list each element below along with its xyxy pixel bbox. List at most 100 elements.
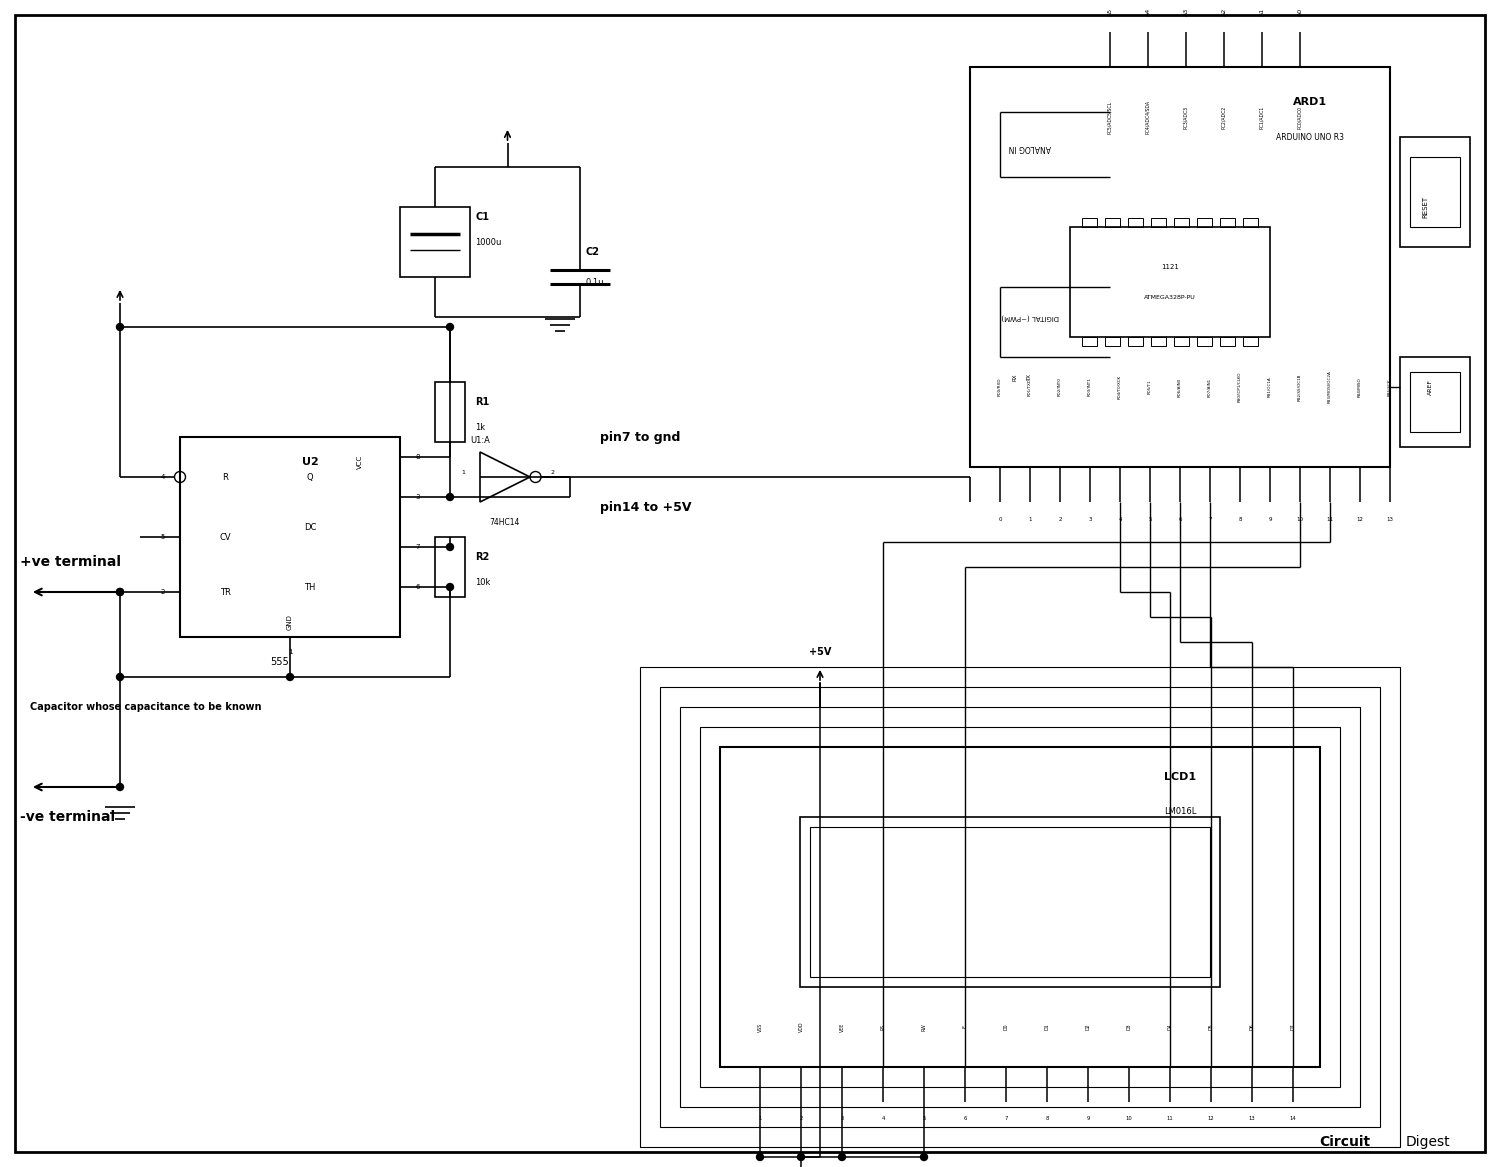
Text: VCC: VCC — [357, 455, 363, 469]
Text: 2: 2 — [550, 469, 554, 475]
Text: PC0/ADC0: PC0/ADC0 — [1298, 105, 1302, 128]
Text: PB1/OC1A: PB1/OC1A — [1268, 377, 1272, 398]
Bar — [1128, 337, 1143, 345]
Text: A0: A0 — [1298, 8, 1302, 16]
Text: 1121: 1121 — [1161, 264, 1179, 270]
Text: PD5/T1: PD5/T1 — [1148, 379, 1152, 394]
Text: 8: 8 — [416, 454, 420, 460]
Text: 10: 10 — [1125, 1117, 1132, 1121]
Text: 8: 8 — [1046, 1117, 1048, 1121]
Bar — [1150, 218, 1166, 228]
Text: RX: RX — [1013, 373, 1017, 380]
Bar — [1174, 218, 1190, 228]
Text: RW: RW — [921, 1023, 927, 1030]
Text: 14: 14 — [1290, 1117, 1296, 1121]
Circle shape — [447, 323, 453, 330]
Text: PC1/ADC1: PC1/ADC1 — [1260, 105, 1264, 128]
Bar — [1150, 337, 1166, 345]
Text: +ve terminal: +ve terminal — [20, 555, 122, 569]
Circle shape — [798, 1153, 804, 1160]
Text: 0: 0 — [999, 517, 1002, 522]
Bar — [680, 707, 1360, 1107]
Bar — [1410, 158, 1460, 228]
Bar — [435, 537, 465, 598]
Text: LCD1: LCD1 — [1164, 773, 1196, 782]
Bar — [435, 382, 465, 442]
Text: LM016L: LM016L — [1164, 808, 1196, 817]
Text: E: E — [963, 1026, 968, 1028]
Text: U1:A: U1:A — [470, 435, 490, 445]
Text: GND: GND — [286, 614, 292, 630]
Text: R1: R1 — [476, 397, 489, 407]
Text: 9: 9 — [1086, 1117, 1089, 1121]
Text: VEE: VEE — [840, 1022, 844, 1032]
Text: 7: 7 — [416, 544, 420, 550]
Text: 5: 5 — [922, 1117, 926, 1121]
Text: A3: A3 — [1184, 8, 1188, 16]
Text: PD1/TXD: PD1/TXD — [1028, 378, 1032, 396]
Text: 4: 4 — [160, 474, 165, 480]
Text: PD0/RXD: PD0/RXD — [998, 378, 1002, 397]
Text: ANALOG IN: ANALOG IN — [1010, 142, 1052, 152]
Circle shape — [447, 544, 453, 551]
Text: pin14 to +5V: pin14 to +5V — [600, 501, 692, 513]
Bar — [1410, 372, 1460, 432]
Bar — [660, 687, 1380, 1127]
Text: 3: 3 — [416, 494, 420, 499]
Circle shape — [117, 588, 123, 595]
Text: PB4/MISO: PB4/MISO — [1358, 377, 1362, 397]
Text: 7: 7 — [1209, 517, 1212, 522]
Text: 11: 11 — [1167, 1117, 1173, 1121]
Text: Circuit: Circuit — [1318, 1135, 1370, 1149]
Bar — [1220, 337, 1234, 345]
Text: D6: D6 — [1250, 1023, 1254, 1030]
Text: VDD: VDD — [798, 1022, 804, 1033]
Bar — [1197, 218, 1212, 228]
Circle shape — [447, 494, 453, 501]
Bar — [1244, 337, 1258, 345]
Bar — [970, 67, 1390, 467]
Text: 11: 11 — [1326, 517, 1334, 522]
Bar — [1174, 337, 1190, 345]
Text: 3: 3 — [1088, 517, 1092, 522]
Text: 12: 12 — [1208, 1117, 1215, 1121]
Text: PD3/INT1: PD3/INT1 — [1088, 378, 1092, 397]
Bar — [1106, 337, 1120, 345]
Circle shape — [839, 1153, 846, 1160]
Text: 4: 4 — [1118, 517, 1122, 522]
Text: PB3/MOSI/OC2A: PB3/MOSI/OC2A — [1328, 371, 1332, 404]
Bar — [1400, 357, 1470, 447]
Text: ATMEGA328P-PU: ATMEGA328P-PU — [1144, 294, 1196, 300]
Text: PD6/AIN0: PD6/AIN0 — [1178, 377, 1182, 397]
Bar — [400, 207, 470, 277]
Bar — [700, 727, 1340, 1086]
Bar — [1220, 218, 1234, 228]
Text: C1: C1 — [476, 212, 489, 222]
Text: 1k: 1k — [476, 422, 484, 432]
Text: 9: 9 — [1268, 517, 1272, 522]
Text: 13: 13 — [1386, 517, 1394, 522]
Text: PC3/ADC3: PC3/ADC3 — [1184, 105, 1188, 128]
Bar — [1244, 218, 1258, 228]
Text: 2: 2 — [1059, 517, 1062, 522]
Text: A1: A1 — [1260, 8, 1264, 16]
Text: 4: 4 — [882, 1117, 885, 1121]
Text: 6: 6 — [963, 1117, 966, 1121]
Text: U2: U2 — [302, 457, 318, 467]
Text: PB0/ICP1/CLKO: PB0/ICP1/CLKO — [1238, 372, 1242, 403]
Circle shape — [117, 783, 123, 790]
Text: PC4/ADC4/SDA: PC4/ADC4/SDA — [1146, 100, 1150, 134]
Text: -ve terminal: -ve terminal — [20, 810, 116, 824]
Text: 74HC14: 74HC14 — [490, 517, 520, 526]
Text: 6: 6 — [1179, 517, 1182, 522]
Text: TX: TX — [1028, 373, 1032, 380]
Text: Capacitor whose capacitance to be known: Capacitor whose capacitance to be known — [30, 703, 261, 712]
Bar — [810, 827, 1210, 977]
Text: PD2/INT0: PD2/INT0 — [1058, 378, 1062, 397]
Text: VSS: VSS — [758, 1022, 762, 1032]
Circle shape — [756, 1153, 764, 1160]
Text: 1: 1 — [1029, 517, 1032, 522]
Text: TH: TH — [304, 582, 315, 592]
Text: pin7 to gnd: pin7 to gnd — [600, 431, 681, 443]
Text: PD4/T0/XCK: PD4/T0/XCK — [1118, 375, 1122, 399]
